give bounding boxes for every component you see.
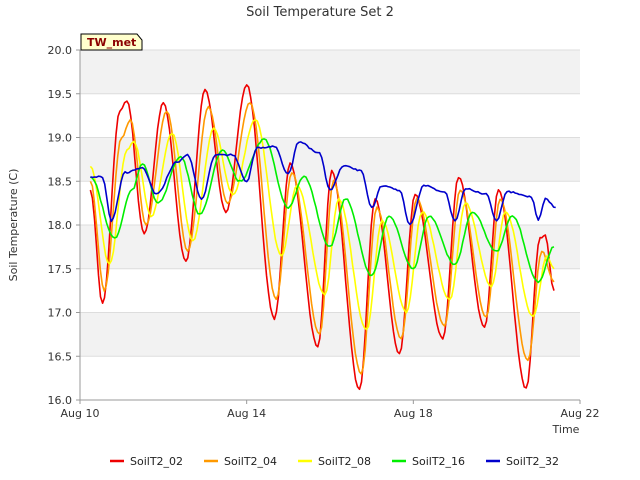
plot-band xyxy=(80,312,580,357)
legend: SoilT2_02 SoilT2_04 SoilT2_08 SoilT2_16 Soil… xyxy=(110,455,559,468)
y-tick-label: 17.5 xyxy=(48,263,73,276)
x-tick-label: Aug 22 xyxy=(561,407,600,420)
y-tick-label: 19.5 xyxy=(48,88,73,101)
plot-band xyxy=(80,137,580,182)
x-tick-label: Aug 14 xyxy=(227,407,266,420)
chart-title: Soil Temperature Set 2 xyxy=(246,5,394,20)
x-axis-label: Time xyxy=(552,423,580,436)
plot-band xyxy=(80,50,580,94)
badge-box xyxy=(80,33,143,51)
y-tick-label: 20.0 xyxy=(48,44,73,57)
y-tick-label: 17.0 xyxy=(48,307,73,320)
y-tick-label: 16.0 xyxy=(48,394,73,407)
y-tick-label: 19.0 xyxy=(48,132,73,145)
tick-labels: 16.0 16.5 17.0 17.5 18.0 18.5 19.0 19.5 20.0 Aug … xyxy=(48,44,600,420)
series-line-soilt2-02 xyxy=(89,84,555,391)
plot-band xyxy=(80,356,580,400)
series-line-soilt2-32 xyxy=(90,141,556,226)
legend-label-soilt2-32: SoilT2_32 xyxy=(506,455,559,468)
x-tick-label: Aug 18 xyxy=(394,407,433,420)
legend-label-soilt2-16: SoilT2_16 xyxy=(412,455,465,468)
y-tick-label: 18.0 xyxy=(48,219,73,232)
series-line-soilt2-08 xyxy=(89,119,555,331)
x-tick-label: Aug 10 xyxy=(61,407,100,420)
legend-label-soilt2-02: SoilT2_02 xyxy=(130,455,183,468)
series-line-soilt2-04 xyxy=(89,102,555,375)
legend-label-soilt2-04: SoilT2_04 xyxy=(224,455,277,468)
plot-band xyxy=(80,268,580,313)
badge-label: TW_met xyxy=(87,36,136,49)
y-tick-label: 16.5 xyxy=(48,350,73,363)
y-tick-label: 18.5 xyxy=(48,175,73,188)
series-lines xyxy=(89,84,556,391)
plot-band xyxy=(80,93,580,138)
station-badge: TW_met xyxy=(80,33,143,51)
y-axis-label: Soil Temperature (C) xyxy=(7,169,20,282)
series-line-soilt2-16 xyxy=(89,138,555,284)
legend-label-soilt2-08: SoilT2_08 xyxy=(318,455,371,468)
